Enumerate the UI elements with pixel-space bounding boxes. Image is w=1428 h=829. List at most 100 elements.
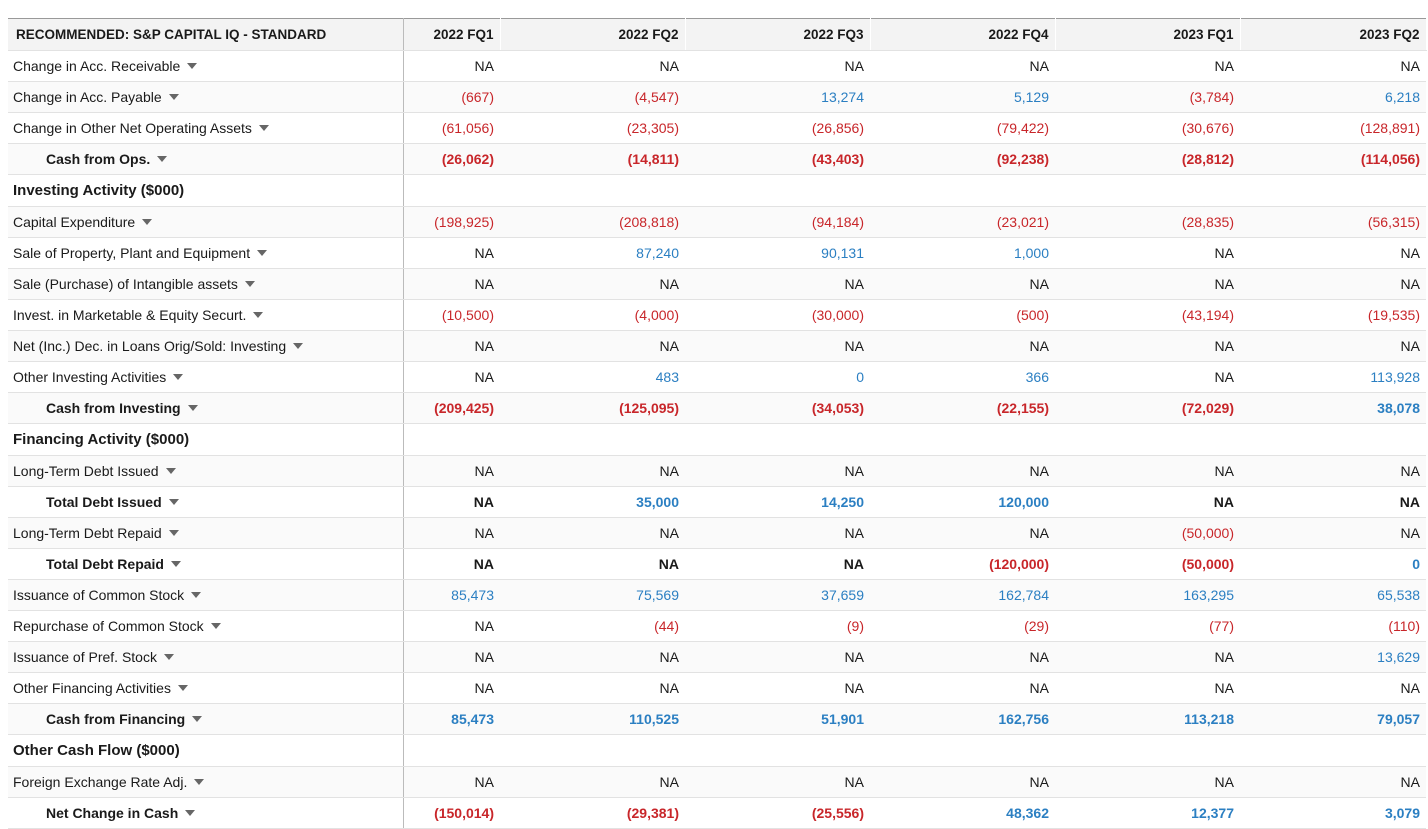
row-label: Cash from Investing xyxy=(46,400,181,416)
row-label-cell: Cash from Ops. xyxy=(8,143,404,175)
table-row: Total Debt Repaid NA NA NA (120,000) (50,000)… xyxy=(8,548,1426,580)
dropdown-caret[interactable] xyxy=(142,219,153,225)
value-cell: (79,422) xyxy=(870,112,1055,144)
dropdown-caret[interactable] xyxy=(293,343,304,349)
cash-flow-table: RECOMMENDED: S&P CAPITAL IQ - STANDARD 20… xyxy=(8,18,1427,829)
value-cell: 13,274 xyxy=(685,81,870,113)
dropdown-caret[interactable] xyxy=(173,374,184,380)
row-label-cell: Repurchase of Common Stock xyxy=(8,610,404,642)
value-cell: 113,218 xyxy=(1055,703,1240,735)
row-label: Cash from Ops. xyxy=(46,151,151,167)
value-cell: 162,784 xyxy=(870,579,1055,611)
table-row: Change in Acc. Receivable NA NA NA NA NA NA xyxy=(8,50,1426,82)
table-row: Issuance of Pref. Stock NA NA NA NA NA 13,629 xyxy=(8,641,1426,673)
value-cell: NA xyxy=(500,641,685,673)
value-cell: (77) xyxy=(1055,610,1240,642)
row-label: Total Debt Repaid xyxy=(46,556,164,572)
value-cell: (61,056) xyxy=(403,112,500,144)
value-cell: (4,000) xyxy=(500,299,685,331)
dropdown-caret[interactable] xyxy=(165,468,176,474)
empty-cell xyxy=(1240,423,1426,456)
value-cell: NA xyxy=(685,517,870,549)
value-cell: (22,155) xyxy=(870,392,1055,424)
value-cell: NA xyxy=(403,548,500,580)
dropdown-caret[interactable] xyxy=(192,716,203,722)
value-cell: NA xyxy=(403,455,500,487)
row-label: Invest. in Marketable & Equity Securt. xyxy=(13,307,247,323)
value-cell: (667) xyxy=(403,81,500,113)
table-row: Other Cash Flow ($000) xyxy=(8,734,1426,767)
row-label-cell: Other Cash Flow ($000) xyxy=(8,734,404,767)
value-cell: NA xyxy=(403,268,500,300)
value-cell: NA xyxy=(685,672,870,704)
value-cell: NA xyxy=(685,548,870,580)
table-row: Sale (Purchase) of Intangible assets NA NA… xyxy=(8,268,1426,300)
value-cell: (26,856) xyxy=(685,112,870,144)
dropdown-caret[interactable] xyxy=(187,63,198,69)
value-cell: NA xyxy=(403,641,500,673)
value-cell: NA xyxy=(1240,455,1426,487)
value-cell: NA xyxy=(685,766,870,798)
dropdown-caret[interactable] xyxy=(191,592,202,598)
dropdown-caret[interactable] xyxy=(210,623,221,629)
dropdown-caret[interactable] xyxy=(194,779,205,785)
row-label-cell: Sale (Purchase) of Intangible assets xyxy=(8,268,404,300)
dropdown-caret[interactable] xyxy=(170,561,181,567)
table-row: Cash from Financing 85,473 110,525 51,901 16… xyxy=(8,703,1426,735)
dropdown-caret[interactable] xyxy=(187,405,198,411)
value-cell: 35,000 xyxy=(500,486,685,518)
dropdown-caret[interactable] xyxy=(168,94,179,100)
row-label: Other Investing Activities xyxy=(13,369,167,385)
value-cell: NA xyxy=(870,50,1055,82)
value-cell: 0 xyxy=(1240,548,1426,580)
dropdown-caret[interactable] xyxy=(168,530,179,536)
row-label-cell: Issuance of Pref. Stock xyxy=(8,641,404,673)
value-cell: NA xyxy=(403,766,500,798)
value-cell: (14,811) xyxy=(500,143,685,175)
row-label-cell: Change in Acc. Receivable xyxy=(8,50,404,82)
value-cell: 79,057 xyxy=(1240,703,1426,735)
value-cell: (30,676) xyxy=(1055,112,1240,144)
value-cell: (26,062) xyxy=(403,143,500,175)
row-label: Capital Expenditure xyxy=(13,214,136,230)
dropdown-caret[interactable] xyxy=(244,281,255,287)
value-cell: (56,315) xyxy=(1240,206,1426,238)
empty-cell xyxy=(870,734,1055,767)
value-cell: (29) xyxy=(870,610,1055,642)
value-cell: NA xyxy=(1055,641,1240,673)
dropdown-caret[interactable] xyxy=(168,499,179,505)
value-cell: (34,053) xyxy=(685,392,870,424)
dropdown-caret[interactable] xyxy=(157,156,168,162)
value-cell: NA xyxy=(1055,237,1240,269)
value-cell: NA xyxy=(685,641,870,673)
value-cell: 120,000 xyxy=(870,486,1055,518)
dropdown-caret[interactable] xyxy=(177,685,188,691)
empty-cell xyxy=(870,174,1055,207)
dropdown-caret[interactable] xyxy=(258,125,269,131)
value-cell: NA xyxy=(500,766,685,798)
value-cell: 113,928 xyxy=(1240,361,1426,393)
value-cell: NA xyxy=(870,672,1055,704)
column-header: 2022 FQ1 xyxy=(403,18,501,51)
empty-cell xyxy=(403,174,500,207)
value-cell: NA xyxy=(403,672,500,704)
row-label-cell: Investing Activity ($000) xyxy=(8,174,404,207)
row-label-cell: Cash from Investing xyxy=(8,392,404,424)
value-cell: NA xyxy=(685,268,870,300)
dropdown-caret[interactable] xyxy=(257,250,268,256)
value-cell: NA xyxy=(500,330,685,362)
value-cell: (209,425) xyxy=(403,392,500,424)
value-cell: 87,240 xyxy=(500,237,685,269)
row-label: Sale (Purchase) of Intangible assets xyxy=(13,276,238,292)
dropdown-caret[interactable] xyxy=(185,810,196,816)
value-cell: 38,078 xyxy=(1240,392,1426,424)
row-label-cell: Total Debt Issued xyxy=(8,486,404,518)
dropdown-caret[interactable] xyxy=(253,312,264,318)
dropdown-caret[interactable] xyxy=(163,654,174,660)
table-row: Foreign Exchange Rate Adj. NA NA NA NA NA NA xyxy=(8,766,1426,798)
row-label-cell: Invest. in Marketable & Equity Securt. xyxy=(8,299,404,331)
value-cell: 162,756 xyxy=(870,703,1055,735)
value-cell: NA xyxy=(403,330,500,362)
value-cell: 366 xyxy=(870,361,1055,393)
